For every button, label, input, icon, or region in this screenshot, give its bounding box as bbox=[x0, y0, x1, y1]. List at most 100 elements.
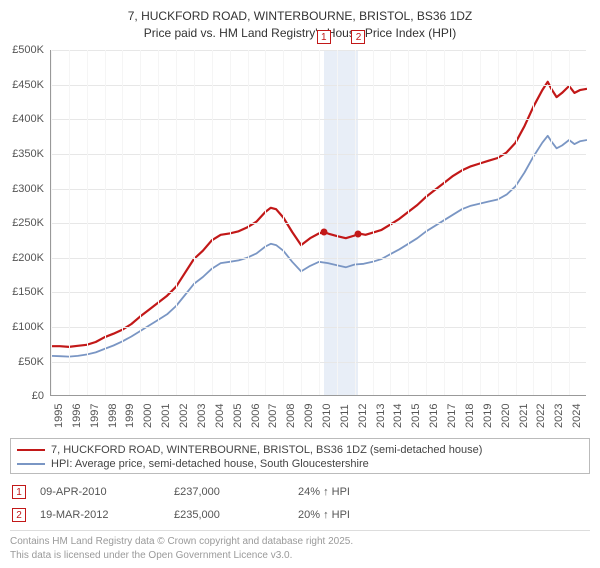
plot-region: 12 bbox=[50, 50, 586, 396]
vgridline bbox=[498, 50, 499, 395]
vgridline bbox=[194, 50, 195, 395]
attribution-footer: Contains HM Land Registry data © Crown c… bbox=[10, 530, 590, 562]
vgridline bbox=[140, 50, 141, 395]
x-axis-label: 2019 bbox=[482, 404, 490, 428]
x-axis-label: 2017 bbox=[446, 404, 454, 428]
x-axis-label: 2024 bbox=[571, 404, 579, 428]
x-axis-label: 1999 bbox=[124, 404, 132, 428]
vgridline bbox=[355, 50, 356, 395]
y-axis-label: £50K bbox=[18, 356, 44, 368]
vgridline bbox=[319, 50, 320, 395]
event-marker-1: 1 bbox=[317, 30, 331, 44]
vgridline bbox=[569, 50, 570, 395]
vgridline bbox=[265, 50, 266, 395]
vgridline bbox=[212, 50, 213, 395]
vgridline bbox=[373, 50, 374, 395]
x-axis-label: 2003 bbox=[196, 404, 204, 428]
price-paid-dot bbox=[355, 230, 362, 237]
vgridline bbox=[51, 50, 52, 395]
x-axis-label: 2006 bbox=[250, 404, 258, 428]
vgridline bbox=[105, 50, 106, 395]
x-axis-label: 2002 bbox=[178, 404, 186, 428]
x-axis-label: 2018 bbox=[464, 404, 472, 428]
footer-line1: Contains HM Land Registry data © Crown c… bbox=[10, 535, 590, 549]
x-axis-label: 1997 bbox=[89, 404, 97, 428]
chart-title-line1: 7, HUCKFORD ROAD, WINTERBOURNE, BRISTOL,… bbox=[10, 8, 590, 24]
y-axis-label: £200K bbox=[12, 252, 44, 264]
vgridline bbox=[122, 50, 123, 395]
x-axis-label: 1996 bbox=[71, 404, 79, 428]
event-price: £235,000 bbox=[174, 509, 284, 521]
vgridline bbox=[69, 50, 70, 395]
y-axis-label: £400K bbox=[12, 113, 44, 125]
vgridline bbox=[248, 50, 249, 395]
footer-line2: This data is licensed under the Open Gov… bbox=[10, 549, 590, 563]
x-axis-label: 2001 bbox=[160, 404, 168, 428]
vgridline bbox=[87, 50, 88, 395]
legend-swatch bbox=[17, 449, 45, 451]
x-axis-label: 2014 bbox=[392, 404, 400, 428]
x-axis-label: 2016 bbox=[428, 404, 436, 428]
y-axis-label: £100K bbox=[12, 321, 44, 333]
x-axis-label: 2004 bbox=[214, 404, 222, 428]
y-axis-label: £250K bbox=[12, 217, 44, 229]
y-axis-label: £500K bbox=[12, 44, 44, 56]
events-table: 1 09-APR-2010 £237,000 24% ↑ HPI 2 19-MAR-201… bbox=[10, 482, 590, 528]
legend: 7, HUCKFORD ROAD, WINTERBOURNE, BRISTOL,… bbox=[10, 438, 590, 474]
event-price: £237,000 bbox=[174, 486, 284, 498]
vgridline bbox=[480, 50, 481, 395]
x-axis-label: 2020 bbox=[500, 404, 508, 428]
legend-label: HPI: Average price, semi-detached house,… bbox=[51, 458, 369, 470]
x-axis-label: 2009 bbox=[303, 404, 311, 428]
price-paid-dot bbox=[320, 229, 327, 236]
legend-item: 7, HUCKFORD ROAD, WINTERBOURNE, BRISTOL,… bbox=[17, 443, 583, 457]
x-axis-label: 2010 bbox=[321, 404, 329, 428]
y-axis-label: £450K bbox=[12, 79, 44, 91]
event-pct-vs-hpi: 20% ↑ HPI bbox=[298, 509, 418, 521]
vgridline bbox=[230, 50, 231, 395]
x-axis-label: 2007 bbox=[267, 404, 275, 428]
x-axis-label: 2013 bbox=[375, 404, 383, 428]
x-axis-label: 2012 bbox=[357, 404, 365, 428]
vgridline bbox=[551, 50, 552, 395]
vgridline bbox=[301, 50, 302, 395]
vgridline bbox=[408, 50, 409, 395]
x-axis-label: 1998 bbox=[107, 404, 115, 428]
event-date: 09-APR-2010 bbox=[40, 486, 160, 498]
x-axis-label: 2008 bbox=[285, 404, 293, 428]
vgridline bbox=[444, 50, 445, 395]
y-axis-label: £350K bbox=[12, 148, 44, 160]
vgridline bbox=[158, 50, 159, 395]
vgridline bbox=[426, 50, 427, 395]
vgridline bbox=[390, 50, 391, 395]
x-axis-label: 2011 bbox=[339, 405, 347, 429]
x-axis-label: 2023 bbox=[553, 404, 561, 428]
legend-item: HPI: Average price, semi-detached house,… bbox=[17, 457, 583, 471]
chart-area: 12 £0 £50K £100K £150K £200K £250K £300K £350K £… bbox=[10, 46, 590, 432]
y-axis-label: £300K bbox=[12, 183, 44, 195]
vgridline bbox=[516, 50, 517, 395]
event-marker-2: 2 bbox=[351, 30, 365, 44]
event-row-marker: 1 bbox=[12, 485, 26, 499]
event-row: 1 09-APR-2010 £237,000 24% ↑ HPI bbox=[10, 482, 590, 505]
event-date: 19-MAR-2012 bbox=[40, 509, 160, 521]
y-axis-label: £0 bbox=[32, 390, 44, 402]
legend-swatch bbox=[17, 463, 45, 465]
vgridline bbox=[176, 50, 177, 395]
x-axis-label: 2022 bbox=[535, 404, 543, 428]
x-axis-label: 2021 bbox=[518, 404, 526, 428]
event-row: 2 19-MAR-2012 £235,000 20% ↑ HPI bbox=[10, 505, 590, 528]
x-axis-label: 1995 bbox=[53, 404, 61, 428]
y-axis-label: £150K bbox=[12, 286, 44, 298]
x-axis-label: 2015 bbox=[410, 404, 418, 428]
x-axis-label: 2005 bbox=[232, 404, 240, 428]
chart-title-line2: Price paid vs. HM Land Registry's House … bbox=[10, 26, 590, 40]
vgridline bbox=[533, 50, 534, 395]
vgridline bbox=[283, 50, 284, 395]
event-row-marker: 2 bbox=[12, 508, 26, 522]
legend-label: 7, HUCKFORD ROAD, WINTERBOURNE, BRISTOL,… bbox=[51, 444, 482, 456]
vgridline bbox=[462, 50, 463, 395]
vgridline bbox=[337, 50, 338, 395]
event-pct-vs-hpi: 24% ↑ HPI bbox=[298, 486, 418, 498]
x-axis-label: 2000 bbox=[142, 404, 150, 428]
